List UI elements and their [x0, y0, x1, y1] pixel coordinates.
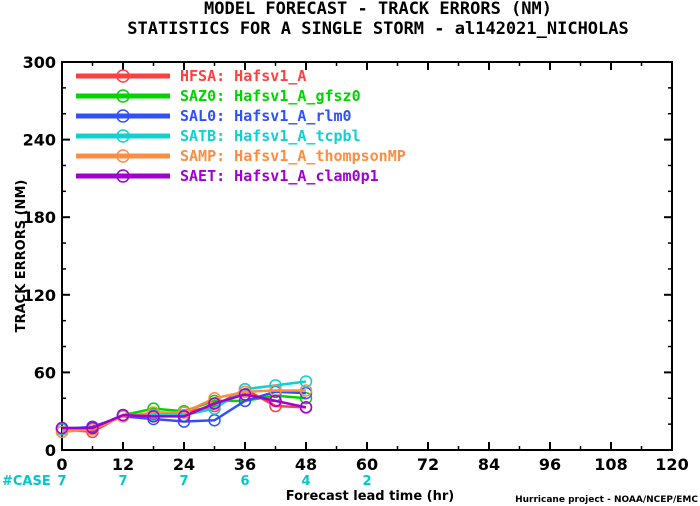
series-5	[55, 388, 313, 435]
case-count: 7	[179, 474, 188, 489]
x-tick-label: 72	[417, 455, 439, 474]
x-tick-label: 60	[356, 455, 378, 474]
data-point	[299, 384, 313, 397]
legend-label: SATB: Hafsv1_A_tcpbl	[180, 127, 361, 145]
legend-label: SAMP: Hafsv1_A_thompsonMP	[180, 147, 406, 165]
series-line	[62, 393, 307, 430]
data-point	[238, 388, 252, 401]
y-tick-label: 240	[23, 131, 56, 150]
chart-subtitle: STATISTICS FOR A SINGLE STORM - al142021…	[127, 19, 629, 39]
legend-swatch-marker	[116, 149, 130, 163]
data-point	[177, 406, 191, 419]
x-axis-label: Forecast lead time (hr)	[286, 489, 454, 504]
y-tick-label: 120	[23, 286, 56, 305]
x-tick-label: 12	[112, 455, 134, 474]
case-count: 6	[240, 474, 249, 489]
case-count: 7	[57, 474, 66, 489]
legend-swatch-marker	[116, 89, 130, 103]
legend-swatch-marker	[116, 169, 130, 183]
data-point	[299, 401, 313, 414]
x-tick-label: 48	[295, 455, 317, 474]
legend-item: SAL0: Hafsv1_A_rlm0	[76, 107, 352, 125]
legend-swatch-marker	[116, 129, 130, 143]
y-axis-label: TRACK ERRORS (NM)	[14, 180, 29, 333]
legend-label: HFSA: Hafsv1_A	[180, 67, 306, 85]
legend-item: SAZ0: Hafsv1_A_gfsz0	[76, 87, 361, 105]
case-label: #CASE	[2, 474, 51, 489]
x-tick-label: 96	[539, 455, 561, 474]
case-count: 4	[301, 474, 310, 489]
legend-label: SAZ0: Hafsv1_A_gfsz0	[180, 87, 361, 105]
y-tick-label: 60	[34, 363, 56, 382]
x-tick-label: 84	[478, 455, 500, 474]
legend-label: SAET: Hafsv1_A_clam0p1	[180, 167, 379, 185]
case-counts: 7 7 7 6 4 2	[57, 474, 371, 489]
legend-swatch-marker	[116, 69, 130, 83]
data-point	[55, 421, 69, 435]
legend-label: SAL0: Hafsv1_A_rlm0	[180, 107, 352, 125]
data-point	[147, 410, 160, 423]
legend-item: SAET: Hafsv1_A_clam0p1	[76, 167, 379, 185]
data-point	[86, 421, 99, 435]
y-axis: 0 60 120 180 240 300	[23, 53, 672, 460]
y-tick-label: 180	[23, 208, 56, 227]
credit-text: Hurricane project - NOAA/NCEP/EMC	[515, 495, 698, 505]
x-tick-label: 120	[655, 455, 688, 474]
legend-swatch-marker	[116, 109, 130, 123]
data-point	[177, 410, 191, 423]
legend-item: HFSA: Hafsv1_A	[76, 67, 306, 85]
data-point	[116, 408, 130, 422]
data-point	[269, 394, 282, 408]
case-count: 7	[118, 474, 127, 489]
data-point	[208, 397, 221, 410]
chart-title: MODEL FORECAST - TRACK ERRORS (NM)	[204, 0, 552, 19]
x-axis: 0 12 24 36 48 60 72 84 96 108 120	[56, 62, 689, 474]
x-tick-label: 0	[56, 455, 67, 474]
legend-item: SAMP: Hafsv1_A_thompsonMP	[76, 147, 406, 165]
data-point	[299, 375, 313, 388]
x-tick-label: 24	[173, 455, 195, 474]
case-count: 2	[362, 474, 371, 489]
series-layer	[55, 375, 313, 439]
y-tick-label: 300	[23, 53, 56, 72]
y-tick-label: 0	[45, 441, 56, 460]
x-tick-label: 108	[594, 455, 627, 474]
legend-item: SATB: Hafsv1_A_tcpbl	[76, 127, 361, 145]
data-point	[55, 425, 69, 439]
legend: HFSA: Hafsv1_A SAZ0: Hafsv1_A_gfsz0 SAL0: …	[76, 67, 406, 185]
plot-frame	[61, 61, 673, 451]
x-tick-label: 36	[234, 455, 256, 474]
data-point	[147, 406, 160, 419]
